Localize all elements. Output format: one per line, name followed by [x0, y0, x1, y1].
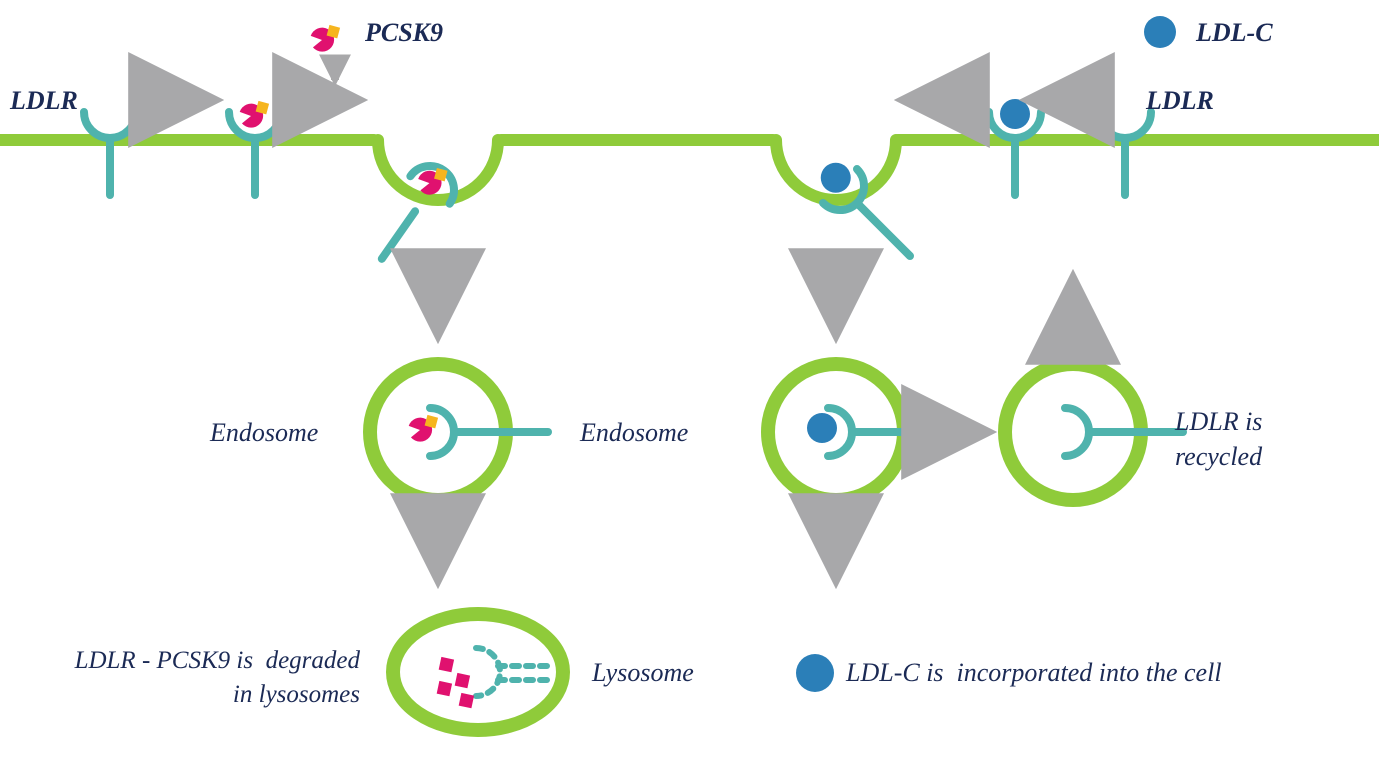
degraded-label: LDLR - PCSK9 is degraded in lysosomes: [30, 644, 360, 712]
ldlr-left-label: LDLR: [10, 86, 78, 116]
pcsk9-label: PCSK9: [365, 18, 443, 48]
recycled-label: LDLR is recycled: [1175, 404, 1262, 474]
endosome-right-label: Endosome: [580, 418, 688, 448]
incorporated-label: LDL-C is incorporated into the cell: [846, 658, 1222, 688]
ldlc-label: LDL-C: [1196, 18, 1273, 48]
lysosome-label: Lysosome: [592, 658, 694, 688]
endosome-left-label: Endosome: [210, 418, 318, 448]
ldlr-right-label: LDLR: [1146, 86, 1214, 116]
